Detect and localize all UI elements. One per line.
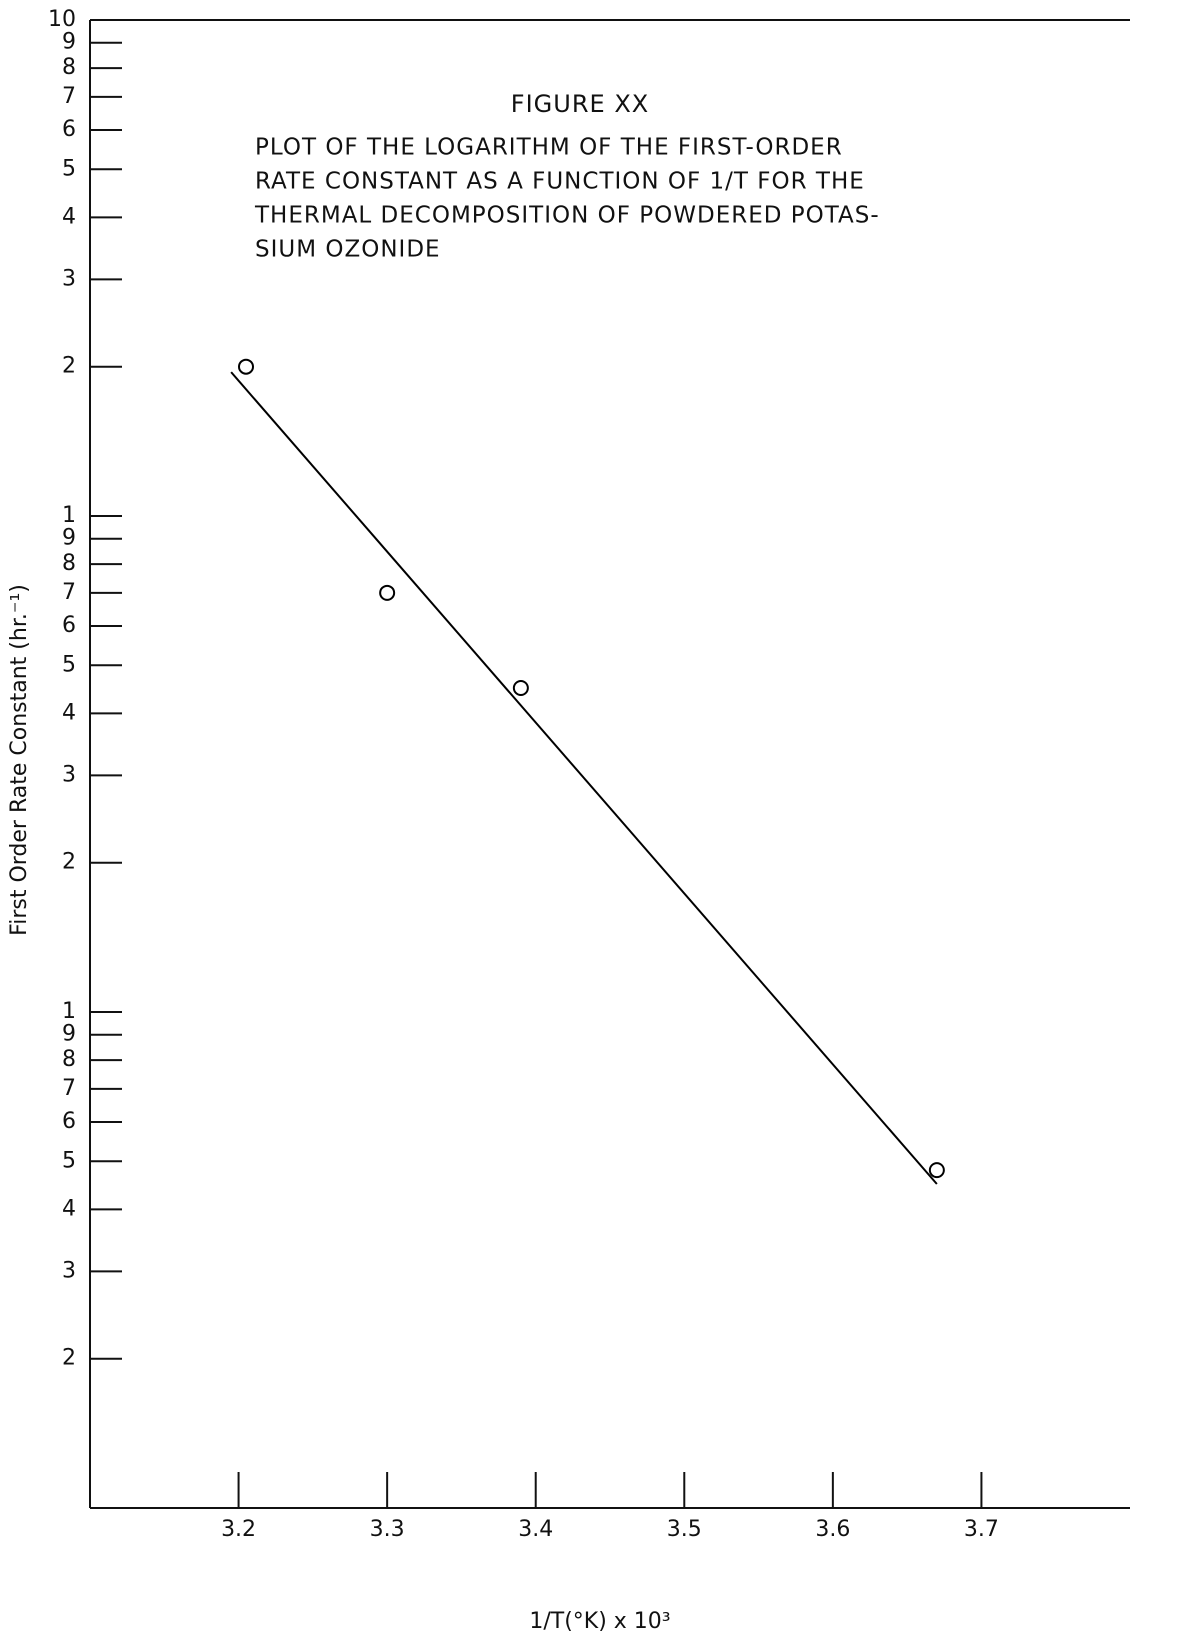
x-tick-label: 3.7 [964, 1517, 999, 1542]
data-point [928, 1162, 945, 1179]
data-point [238, 358, 254, 375]
x-axis-label: 1/T(°K) x 10³ [529, 1609, 670, 1634]
y-tick-label: 7 [62, 580, 76, 605]
y-tick-label: 3 [62, 1258, 76, 1283]
y-tick-label: 2 [62, 850, 76, 875]
y-tick-label: 9 [62, 30, 76, 55]
y-tick-label: 3 [62, 266, 76, 291]
y-tick-label: 2 [62, 354, 76, 379]
y-tick-label: 9 [62, 1022, 76, 1047]
caption-line: PLOT OF THE LOGARITHM OF THE FIRST-ORDER [255, 135, 843, 161]
y-tick-label: 4 [62, 700, 76, 725]
x-tick-label: 3.3 [370, 1517, 405, 1542]
data-point [512, 680, 529, 697]
y-tick-label: 7 [62, 1076, 76, 1101]
y-tick-label: 4 [62, 1196, 76, 1221]
caption-line: THERMAL DECOMPOSITION OF POWDERED POTAS- [254, 203, 880, 229]
data-point [379, 584, 396, 601]
y-tick-label: 1 [62, 999, 76, 1024]
x-tick-label: 3.4 [518, 1517, 553, 1542]
y-tick-label: 10 [48, 7, 76, 32]
fit-line [230, 371, 938, 1185]
y-tick-label: 7 [62, 84, 76, 109]
y-tick-label: 8 [62, 551, 76, 576]
y-tick-label: 8 [62, 1047, 76, 1072]
y-tick-label: 8 [62, 55, 76, 80]
y-axis-label: First Order Rate Constant (hr.⁻¹) [7, 584, 32, 936]
x-tick-label: 3.6 [815, 1517, 850, 1542]
y-tick-label: 6 [62, 117, 76, 142]
y-tick-label: 6 [62, 613, 76, 638]
y-tick-label: 9 [62, 526, 76, 551]
y-tick-label: 1 [62, 503, 76, 528]
x-tick-label: 3.2 [221, 1517, 256, 1542]
caption-line: SIUM OZONIDE [255, 237, 441, 263]
y-tick-label: 5 [62, 156, 76, 181]
x-tick-label: 3.5 [667, 1517, 702, 1542]
y-tick-label: 4 [62, 204, 76, 229]
chart-title: FIGURE XX [511, 90, 649, 118]
y-tick-label: 5 [62, 652, 76, 677]
y-tick-label: 5 [62, 1148, 76, 1173]
y-tick-label: 6 [62, 1109, 76, 1134]
y-tick-label: 2 [62, 1346, 76, 1371]
y-tick-label: 3 [62, 762, 76, 787]
caption-line: RATE CONSTANT AS A FUNCTION OF 1/T FOR T… [255, 169, 865, 195]
